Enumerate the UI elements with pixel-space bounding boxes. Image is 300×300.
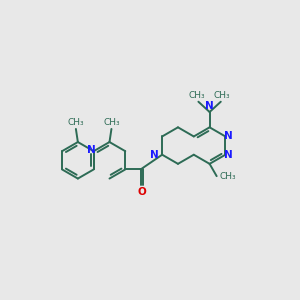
- Text: N: N: [224, 131, 233, 141]
- Text: CH₃: CH₃: [189, 91, 205, 100]
- Text: N: N: [224, 150, 233, 160]
- Text: CH₃: CH₃: [103, 118, 120, 127]
- Text: O: O: [138, 187, 147, 197]
- Text: CH₃: CH₃: [68, 118, 84, 127]
- Text: N: N: [205, 101, 214, 111]
- Text: N: N: [151, 150, 159, 160]
- Text: CH₃: CH₃: [219, 172, 236, 181]
- Text: N: N: [87, 145, 96, 155]
- Text: CH₃: CH₃: [214, 91, 231, 100]
